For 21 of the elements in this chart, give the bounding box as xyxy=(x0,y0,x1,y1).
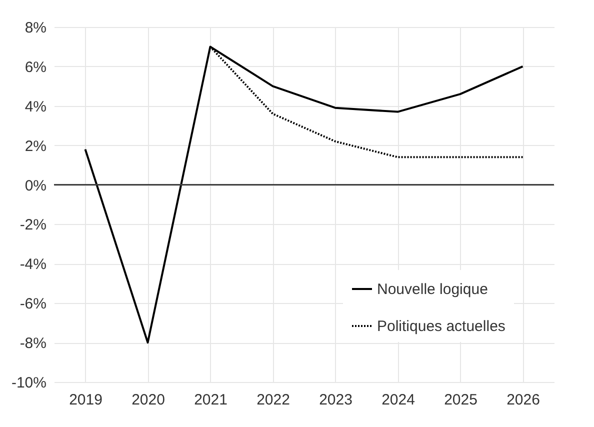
legend-label: Politiques actuelles xyxy=(377,318,506,335)
legend-label: Nouvelle logique xyxy=(377,281,488,298)
y-tick-label: 0% xyxy=(24,177,46,194)
x-tick-label: 2026 xyxy=(506,392,540,408)
x-tick-label: 2023 xyxy=(319,392,352,408)
y-tick-label: 8% xyxy=(24,20,46,36)
x-tick-label: 2021 xyxy=(194,392,228,408)
x-tick-label: 2025 xyxy=(444,392,478,408)
line-series xyxy=(84,46,524,344)
y-tick-label: 4% xyxy=(24,98,46,116)
y-tick-label: -4% xyxy=(20,256,46,274)
y-tick-label: -10% xyxy=(11,374,46,392)
x-tick-label: 2020 xyxy=(132,392,165,408)
y-tick-label: -8% xyxy=(20,335,46,352)
y-tick-label: 6% xyxy=(24,58,46,76)
y-tick-label: -2% xyxy=(20,216,46,234)
x-tick-label: 2022 xyxy=(256,392,290,408)
x-tick-label: 2019 xyxy=(69,392,102,408)
y-tick-label: -6% xyxy=(20,296,46,313)
x-tick-label: 2024 xyxy=(382,392,415,408)
y-tick-label: 2% xyxy=(24,138,46,155)
